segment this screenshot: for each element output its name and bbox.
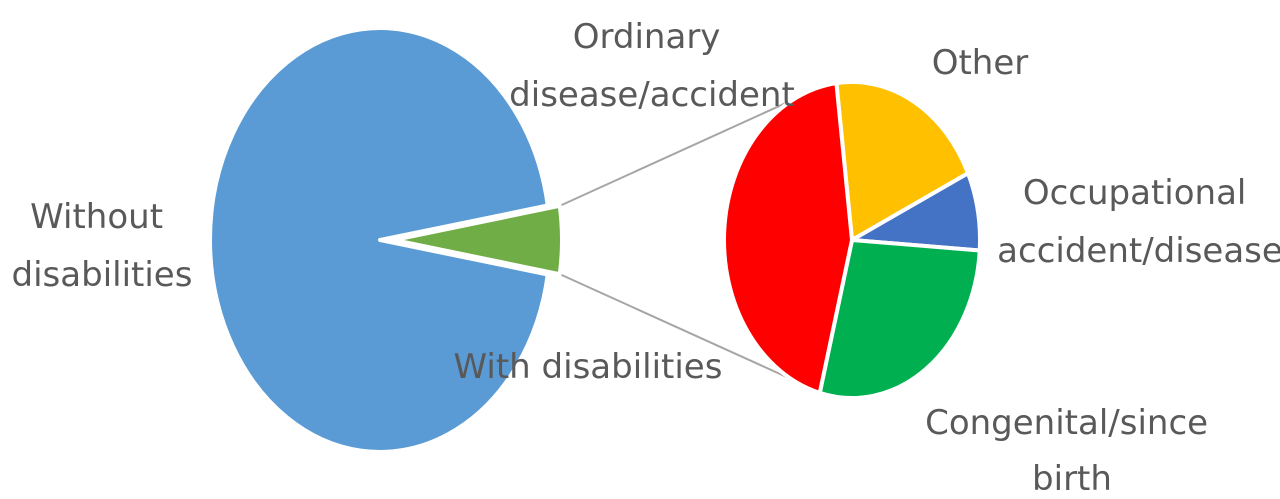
slice-other: [834, 80, 971, 242]
label-with-disabilities: With disabilities: [454, 347, 723, 387]
label-other: Other: [932, 43, 1029, 83]
label-congenital-line-2: birth: [1032, 459, 1112, 499]
slice-without-disabilities: [208, 26, 550, 454]
label-other-line-1: Other: [932, 43, 1029, 83]
label-congenital-line-1: Congenital/since: [925, 403, 1208, 443]
label-occupational-accident-disease: Occupational accident/disease: [997, 173, 1280, 271]
label-ordinary-line-2: disease/accident: [509, 75, 795, 115]
connector-line-top: [559, 85, 824, 207]
label-ordinary-disease-accident: Ordinary disease/accident: [509, 17, 795, 115]
label-without-disabilities-line-1: Without: [30, 197, 163, 237]
primary-pie: [208, 26, 564, 454]
label-with-disabilities-line-1: With disabilities: [454, 347, 723, 387]
slice-with-disabilities: [392, 203, 564, 277]
label-without-disabilities: Without disabilities: [12, 197, 193, 295]
slice-ordinary-disease-accident: [722, 81, 854, 395]
label-without-disabilities-line-2: disabilities: [12, 255, 193, 295]
connector-lines: [559, 85, 826, 396]
label-ordinary-line-1: Ordinary: [573, 17, 721, 57]
slice-congenital-since-birth: [817, 238, 982, 400]
secondary-pie: [722, 80, 983, 400]
connector-line-bottom: [559, 273, 826, 396]
label-occupational-line-2: accident/disease: [997, 231, 1280, 271]
label-congenital-since-birth: Congenital/since birth: [925, 403, 1219, 499]
label-occupational-line-1: Occupational: [1023, 173, 1247, 213]
